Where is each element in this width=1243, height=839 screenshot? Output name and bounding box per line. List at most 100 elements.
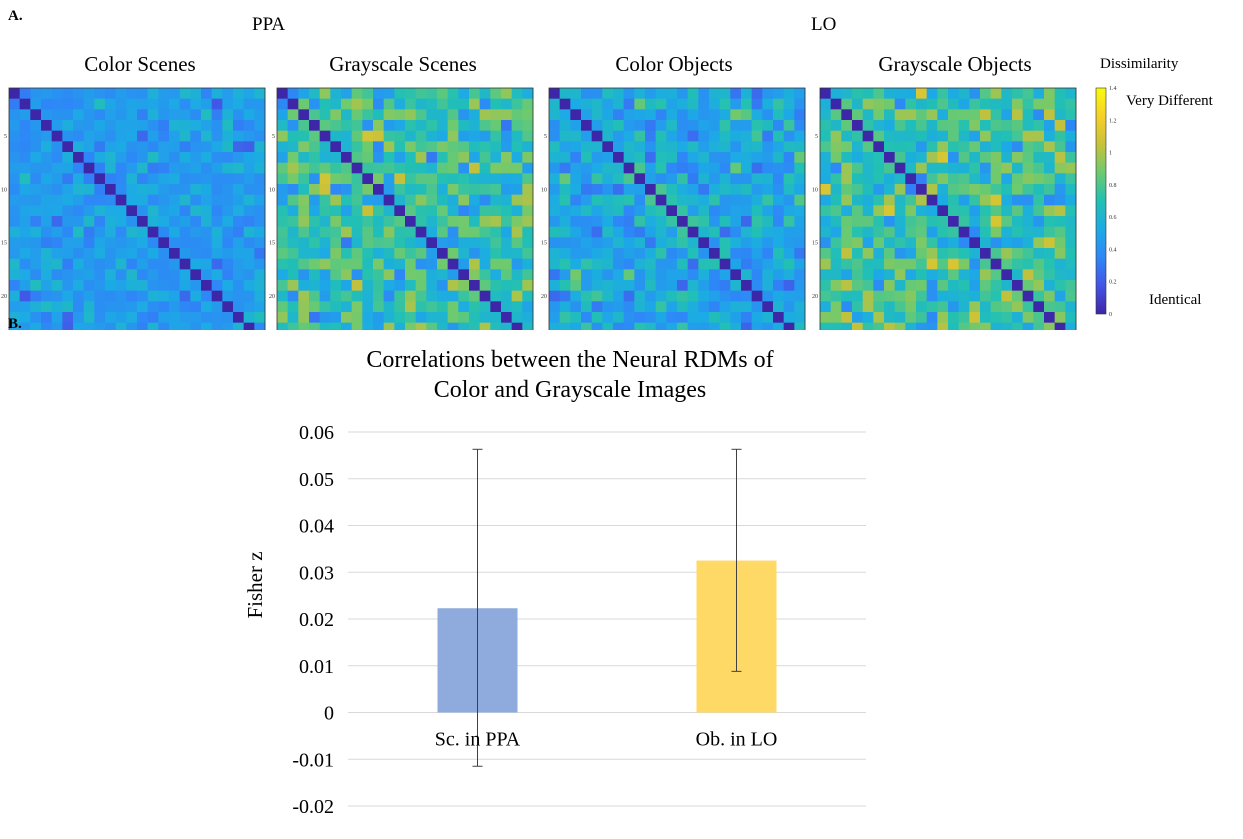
rdm-cell (383, 226, 395, 238)
rdm-cell (222, 184, 234, 196)
rdm-cell (948, 120, 960, 132)
rdm-cell (1022, 205, 1034, 217)
rdm-cell (341, 301, 353, 313)
rdm-cell (841, 141, 853, 153)
rdm-cell (852, 194, 864, 206)
rdm-cell (309, 205, 321, 217)
rdm-cell (794, 98, 806, 110)
rdm-cell (687, 237, 699, 249)
rdm-cell (709, 301, 721, 313)
rdm-cell (958, 162, 970, 174)
rdm-cell (243, 226, 255, 238)
rdm-cell (1022, 216, 1034, 228)
rdm-cell (30, 152, 42, 164)
rdm-cell (105, 109, 117, 121)
rdm-cell (1012, 173, 1024, 185)
rdm-cell (841, 248, 853, 260)
rdm-cell (613, 237, 625, 249)
rdm-cell (298, 258, 310, 270)
rdm-cell (9, 237, 21, 249)
rdm-cell (511, 98, 523, 110)
rdm-cell (1033, 120, 1045, 132)
rdm-cell (169, 109, 181, 121)
rdm-cell (634, 322, 646, 330)
rdm-cell (233, 258, 245, 270)
rdm-cell (211, 98, 223, 110)
rdm-cell (751, 280, 763, 292)
rdm-cell (211, 248, 223, 260)
rdm-cell (783, 184, 795, 196)
rdm-cell (730, 120, 742, 132)
rdm-cell (1044, 194, 1056, 206)
rdm-cell (613, 98, 625, 110)
rdm-cell (105, 322, 117, 330)
rdm-cell (501, 269, 513, 281)
rdm-cell (794, 258, 806, 270)
rdm-cell (783, 109, 795, 121)
rdm-cell (211, 322, 223, 330)
rdm-cell (277, 98, 289, 110)
rdm-cell (1054, 88, 1066, 100)
rdm-cell (1022, 269, 1034, 281)
rdm-cell (905, 248, 917, 260)
rdm-cell (287, 173, 299, 185)
rdm-cell (559, 173, 571, 185)
rdm-cell (1012, 248, 1024, 260)
rdm-cell (426, 226, 438, 238)
rdm-cell (623, 248, 635, 260)
rdm-cell (549, 312, 561, 324)
rdm-cell (613, 184, 625, 196)
rdm-cell (1001, 152, 1013, 164)
rdm-cell (969, 258, 981, 270)
rdm-cell (730, 173, 742, 185)
rdm-cell (9, 290, 21, 302)
rdm-cell (709, 109, 721, 121)
rdm-cell (73, 194, 85, 206)
rdm-cell (190, 280, 202, 292)
rdm-cell (687, 109, 699, 121)
rdm-cell (602, 301, 614, 313)
rdm-cell (751, 141, 763, 153)
rdm-cell (751, 269, 763, 281)
rdm-cell (666, 173, 678, 185)
rdm-cell (73, 280, 85, 292)
rdm-cell (383, 120, 395, 132)
rdm-cell (841, 205, 853, 217)
rdm-cell (862, 290, 874, 302)
rdm-frame (819, 87, 1077, 330)
rdm-cell (1001, 194, 1013, 206)
rdm-cell (41, 173, 53, 185)
rdm-cell (41, 322, 53, 330)
rdm-cell (794, 88, 806, 100)
rdm-cell (719, 290, 731, 302)
rdm-cell (969, 301, 981, 313)
rdm-cell (958, 141, 970, 153)
rdm-cell (1054, 130, 1066, 142)
rdm-cell (1012, 109, 1024, 121)
rdm-cell (458, 280, 470, 292)
rdm-cell (623, 152, 635, 164)
rdm-cell (634, 120, 646, 132)
rdm-cell (926, 280, 938, 292)
rdm-cell (447, 141, 459, 153)
rdm-cell (841, 290, 853, 302)
rdm-cell (719, 184, 731, 196)
rdm-cell (570, 248, 582, 260)
rdm-cell (1065, 258, 1077, 270)
rdm-cell (351, 216, 363, 228)
rdm-cell (522, 248, 534, 260)
rdm-cell (1033, 88, 1045, 100)
rdm-cell (415, 88, 427, 100)
rdm-cell (254, 205, 266, 217)
rdm-cell (41, 248, 53, 260)
rdm-cell (1012, 120, 1024, 132)
matrix-y-tick: 20 (269, 294, 275, 300)
rdm-cell (201, 290, 213, 302)
x-tick-labels: Sc. in PPA Ob. in LO (435, 729, 778, 751)
rdm-cell (51, 162, 63, 174)
rdm-cell (19, 152, 31, 164)
rdm-cell (501, 88, 513, 100)
rdm-cell (958, 248, 970, 260)
rdm-cell (94, 312, 106, 324)
rdm-cell (719, 269, 731, 281)
